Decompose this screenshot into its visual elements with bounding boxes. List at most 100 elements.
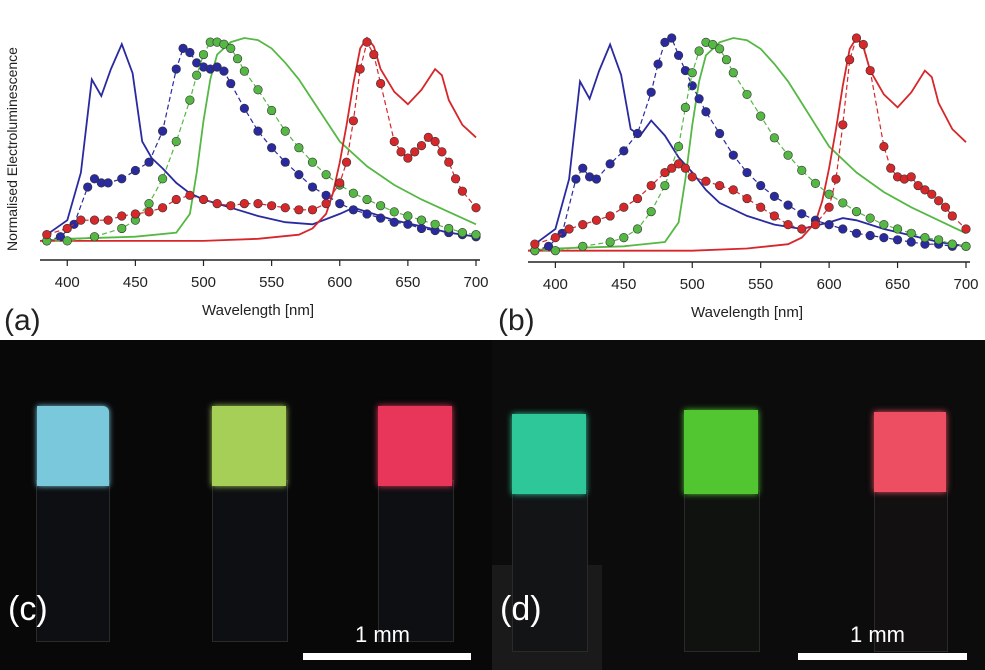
data-point: [550, 246, 560, 256]
data-point: [471, 230, 481, 240]
data-point: [756, 180, 766, 191]
red-emitting-pixel: [874, 412, 946, 492]
data-point: [673, 141, 684, 152]
data-point: [715, 128, 725, 139]
scale-bar: [798, 653, 967, 660]
data-point: [687, 68, 697, 78]
panel-label-c: (c): [8, 590, 48, 628]
data-point: [158, 174, 168, 184]
data-point: [307, 157, 318, 167]
series-line: [534, 42, 967, 248]
data-point: [934, 196, 944, 206]
blue-green-emitting-pixel: [512, 414, 586, 494]
data-point: [457, 186, 467, 196]
data-point: [578, 163, 588, 173]
data-point: [403, 211, 413, 221]
x-tick-label: 500: [680, 276, 705, 293]
data-point: [961, 224, 971, 234]
data-point: [701, 107, 711, 117]
x-axis-label: Wavelength [nm]: [691, 304, 803, 321]
data-point: [557, 228, 567, 238]
data-point: [348, 188, 358, 198]
data-point: [530, 239, 540, 249]
data-point: [410, 147, 420, 157]
scale-bar-label: 1 mm: [355, 622, 410, 647]
data-point: [389, 217, 399, 227]
data-point: [920, 185, 930, 195]
data-point: [192, 70, 202, 80]
data-point: [158, 126, 168, 136]
data-point: [280, 157, 290, 167]
data-point: [416, 215, 427, 225]
data-point: [321, 170, 331, 180]
panel-label: (b): [498, 304, 535, 337]
data-point: [728, 150, 738, 160]
series-line: [527, 37, 967, 252]
data-point: [335, 199, 345, 209]
data-point: [144, 157, 154, 167]
data-point: [376, 201, 386, 211]
data-point: [423, 132, 433, 142]
data-point: [673, 159, 684, 169]
data-point: [920, 233, 930, 243]
data-point: [294, 205, 304, 215]
data-point: [892, 235, 903, 245]
data-point: [667, 163, 677, 173]
data-point: [831, 174, 841, 184]
data-point: [728, 185, 738, 195]
data-point: [212, 62, 222, 72]
data-point: [253, 199, 263, 209]
data-point: [646, 207, 656, 217]
red-emitting-pixel: [378, 406, 452, 486]
data-point: [171, 64, 181, 74]
data-point: [783, 200, 793, 210]
data-point: [348, 116, 358, 126]
data-point: [267, 143, 277, 153]
data-point: [564, 224, 574, 234]
data-point: [769, 133, 779, 143]
data-point: [226, 78, 236, 89]
x-tick-label: 600: [327, 274, 352, 291]
data-point: [756, 202, 766, 212]
data-point: [389, 207, 399, 217]
device-strip: [212, 480, 288, 642]
data-point: [185, 47, 195, 58]
x-tick-label: 400: [543, 276, 568, 293]
data-point: [232, 54, 243, 64]
data-point: [76, 215, 86, 225]
data-point: [430, 136, 440, 147]
data-point: [797, 165, 807, 175]
data-point: [89, 215, 100, 225]
data-point: [144, 207, 154, 217]
data-point: [362, 194, 372, 205]
data-point: [810, 178, 821, 188]
data-point: [144, 199, 154, 209]
data-point: [715, 44, 725, 54]
data-point: [130, 165, 140, 176]
data-point: [280, 203, 290, 213]
data-point: [701, 176, 711, 186]
data-point: [783, 220, 793, 230]
data-point: [619, 233, 629, 243]
x-tick-label: 550: [259, 274, 284, 291]
data-point: [892, 224, 903, 234]
data-point: [797, 209, 807, 219]
data-point: [838, 198, 848, 208]
series-line: [39, 37, 477, 242]
data-point: [178, 43, 188, 53]
data-point: [416, 223, 427, 234]
data-point: [680, 163, 691, 173]
data-point: [783, 150, 793, 160]
panel-label: (a): [4, 304, 41, 337]
data-point: [865, 65, 875, 76]
panel-label-d: (d): [500, 590, 542, 628]
chart-a: 400 450 500 550 600 650 700 Wavelength [nm] Norm…: [4, 36, 489, 337]
series-line: [40, 36, 477, 242]
data-point: [280, 126, 290, 136]
data-point: [934, 235, 944, 245]
data-point: [961, 241, 971, 251]
data-point: [212, 199, 222, 209]
data-point: [619, 202, 629, 212]
data-point: [219, 39, 229, 49]
blue-emitting-pixel: [37, 406, 109, 486]
